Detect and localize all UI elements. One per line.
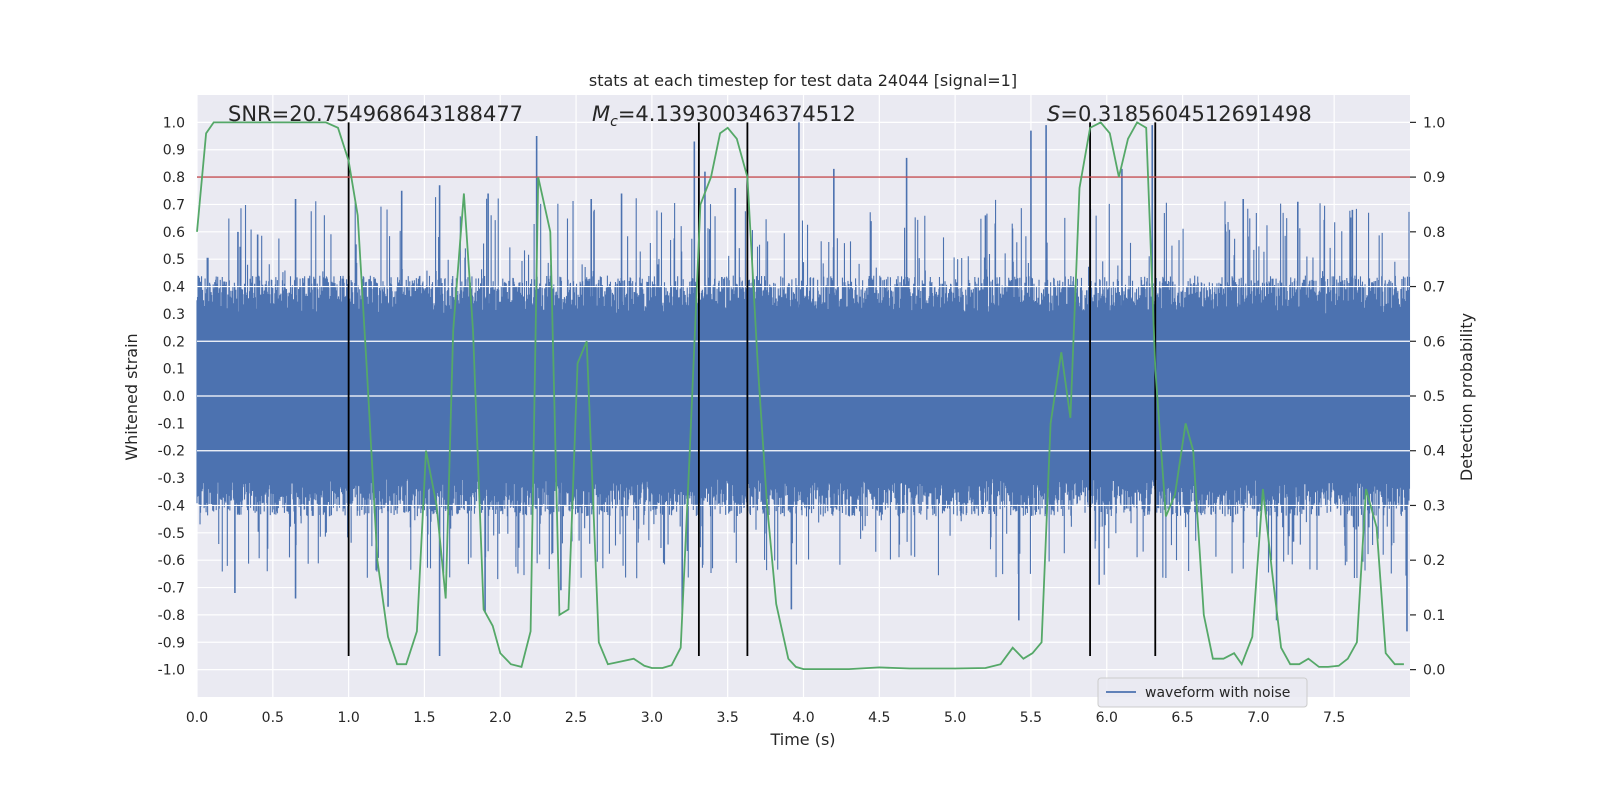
y-tick-label: 0.7 <box>163 197 185 213</box>
y2-tick-label: 1.0 <box>1423 115 1445 131</box>
y-tick-label: -1.0 <box>158 663 185 679</box>
y-tick-label: -0.2 <box>158 444 185 460</box>
legend: waveform with noise <box>1097 677 1308 708</box>
x-tick-label: 3.0 <box>641 710 663 726</box>
x-tick-label: 5.0 <box>944 710 966 726</box>
y-tick-label: -0.4 <box>158 498 185 514</box>
s-symbol: S <box>1047 102 1060 126</box>
chirp-mass-symbol: M <box>592 102 610 126</box>
x-tick-label: 4.0 <box>792 710 814 726</box>
y-tick-label: -0.3 <box>158 471 185 487</box>
legend-box <box>1097 677 1308 708</box>
legend-label: waveform with noise <box>1145 685 1290 701</box>
y2-tick-label: 0.0 <box>1423 663 1445 679</box>
y-tick-label: 0.4 <box>163 280 185 296</box>
vertical-markers <box>347 122 1157 656</box>
y-tick-label: -0.6 <box>158 553 185 569</box>
x-tick-label: 0.0 <box>186 710 208 726</box>
x-tick-label: 2.5 <box>565 710 587 726</box>
y-tick-label: 0.6 <box>163 225 185 241</box>
y-tick-label: 0.9 <box>163 143 185 159</box>
y-axis-label: Whitened strain <box>122 333 141 460</box>
s-annotation: S=0.3185604512691498 <box>1047 102 1312 126</box>
y-tick-label: 0.8 <box>163 170 185 186</box>
y-tick-label: 0.0 <box>163 389 185 405</box>
y-tick-label: 0.3 <box>163 307 185 323</box>
x-tick-label: 2.0 <box>489 710 511 726</box>
chirp-mass-annotation: Mc=4.139300346374512 <box>592 102 856 130</box>
y2-tick-label: 0.9 <box>1423 170 1445 186</box>
x-tick-label: 7.5 <box>1323 710 1345 726</box>
y2-tick-label: 0.2 <box>1423 553 1445 569</box>
y2-tick-label: 0.5 <box>1423 389 1445 405</box>
y-tick-label: -0.5 <box>158 526 185 542</box>
y-tick-label: 0.1 <box>163 362 185 378</box>
x-tick-label: 1.5 <box>413 710 435 726</box>
x-tick-label: 0.5 <box>262 710 284 726</box>
x-tick-label: 6.5 <box>1171 710 1193 726</box>
y-tick-label: -0.8 <box>158 608 185 624</box>
s-value: =0.3185604512691498 <box>1060 102 1311 126</box>
y2-tick-label: 0.7 <box>1423 280 1445 296</box>
y-tick-label: 0.2 <box>163 334 185 350</box>
y-tick-label: 0.5 <box>163 252 185 268</box>
y-tick-label: -0.1 <box>158 416 185 432</box>
y-tick-label: -0.7 <box>158 581 185 597</box>
y-tick-label: -0.9 <box>158 635 185 651</box>
y2-axis-label: Detection probability <box>1457 313 1476 481</box>
snr-annotation: SNR=20.754968643188477 <box>228 102 523 126</box>
x-tick-label: 4.5 <box>868 710 890 726</box>
y2-tick-label: 0.3 <box>1423 498 1445 514</box>
x-tick-label: 1.0 <box>337 710 359 726</box>
axis-ticks: 0.0 0.5 1.0 1.5 2.0 2.5 3.0 3.5 4.0 4.5 5.0 5.5 6.0 6… <box>158 115 1446 726</box>
x-tick-label: 5.5 <box>1020 710 1042 726</box>
y2-tick-label: 0.4 <box>1423 444 1445 460</box>
chirp-mass-subscript: c <box>610 114 618 130</box>
waveform-series <box>196 122 1411 656</box>
x-tick-label: 7.0 <box>1247 710 1269 726</box>
y-tick-label: 1.0 <box>163 115 185 131</box>
y2-tick-label: 0.8 <box>1423 225 1445 241</box>
chirp-mass-value: =4.139300346374512 <box>618 102 856 126</box>
x-tick-label: 3.5 <box>717 710 739 726</box>
x-axis-label: Time (s) <box>769 730 835 749</box>
chart-title: stats at each timestep for test data 240… <box>589 71 1017 90</box>
y2-tick-label: 0.1 <box>1423 608 1445 624</box>
y2-tick-label: 0.6 <box>1423 334 1445 350</box>
probability-line <box>196 121 1404 670</box>
x-tick-label: 6.0 <box>1096 710 1118 726</box>
